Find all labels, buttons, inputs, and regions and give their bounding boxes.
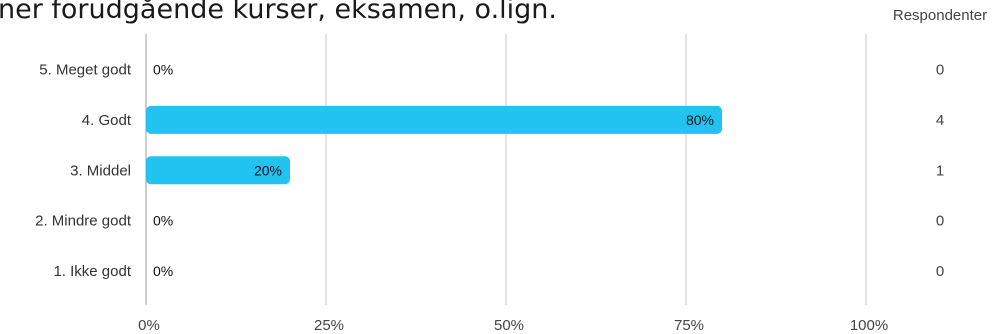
x-tick-label: 0% bbox=[138, 317, 160, 334]
value-label: 0% bbox=[153, 62, 173, 78]
category-labels: 5. Meget godt 4. Godt 3. Middel 2. Mindre g… bbox=[35, 62, 132, 281]
respondents-column: Respondenter 0 4 1 0 0 bbox=[893, 7, 987, 280]
respondents-header: Respondenter bbox=[893, 7, 987, 24]
category-label: 5. Meget godt bbox=[39, 62, 132, 79]
value-label: 0% bbox=[153, 213, 173, 229]
respondent-count: 1 bbox=[936, 162, 944, 179]
x-axis-ticks: 0% 25% 50% 75% 100% bbox=[138, 317, 888, 334]
respondent-count: 0 bbox=[936, 213, 944, 230]
category-label: 4. Godt bbox=[82, 112, 132, 129]
category-label: 3. Middel bbox=[70, 162, 131, 179]
bar bbox=[146, 156, 290, 185]
category-label: 1. Ikke godt bbox=[53, 263, 131, 280]
x-tick-label: 75% bbox=[674, 317, 704, 334]
x-tick-label: 100% bbox=[850, 317, 888, 334]
respondent-count: 0 bbox=[936, 62, 944, 79]
category-label: 2. Mindre godt bbox=[35, 213, 132, 230]
value-label: 20% bbox=[254, 162, 282, 178]
bars: 0% 80% 20% 0% 0% bbox=[146, 62, 722, 279]
chart-title: ner forudgående kurser, eksamen, o.lign. bbox=[0, 0, 557, 25]
value-label: 80% bbox=[686, 112, 714, 128]
grid-lines bbox=[145, 34, 867, 305]
bar bbox=[146, 105, 722, 134]
x-tick-label: 25% bbox=[314, 317, 344, 334]
value-label: 0% bbox=[153, 263, 173, 279]
x-tick-label: 50% bbox=[494, 317, 524, 334]
respondent-count: 4 bbox=[936, 112, 944, 129]
respondent-count: 0 bbox=[936, 263, 944, 280]
